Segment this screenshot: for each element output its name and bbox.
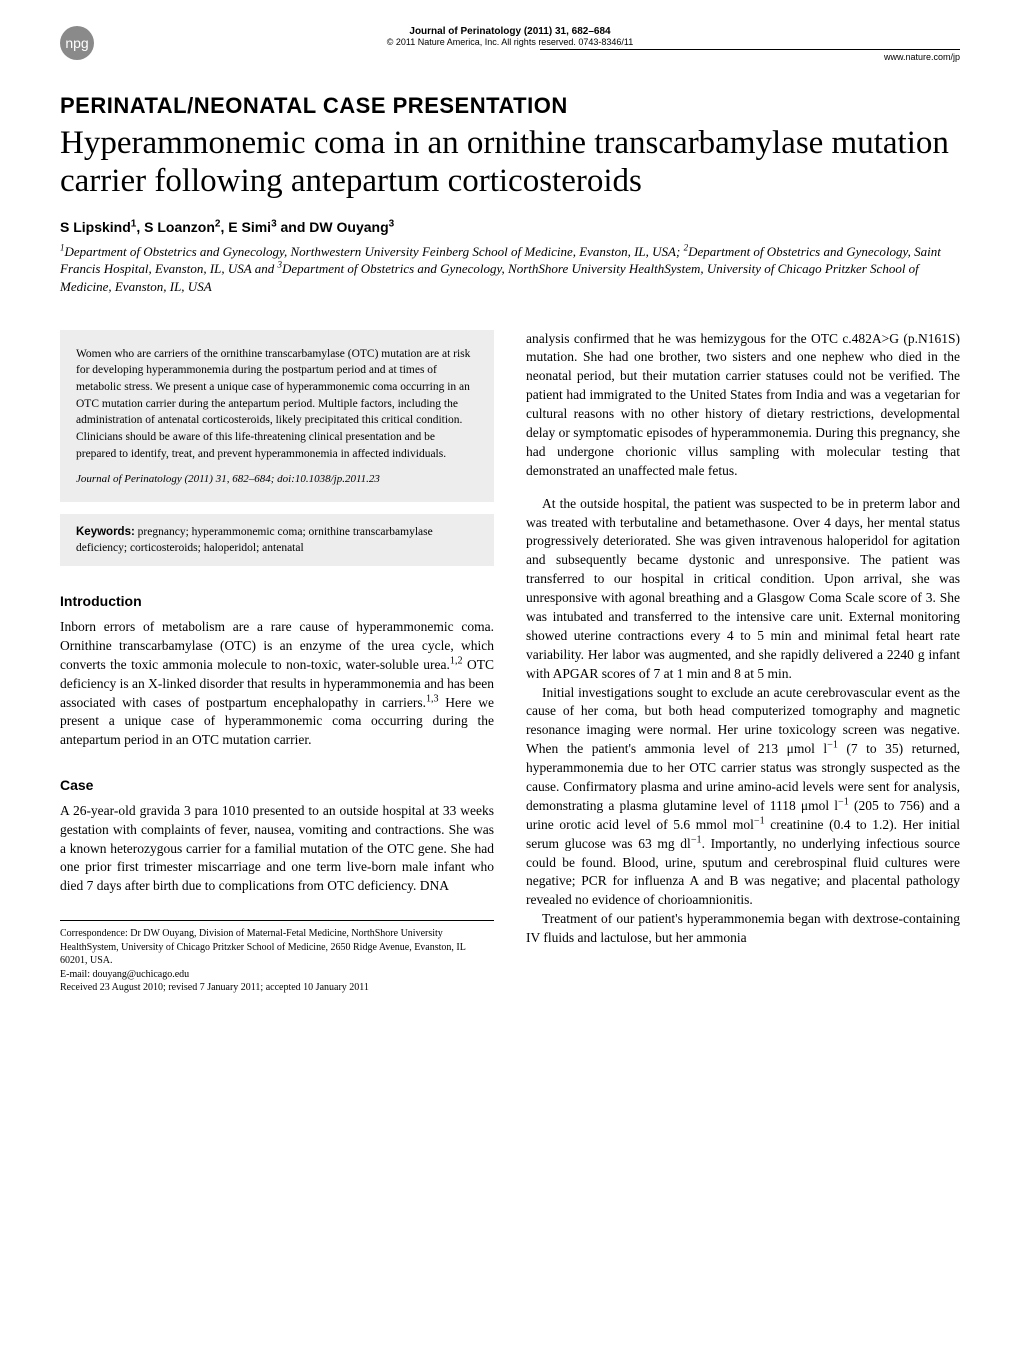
abstract-citation: Journal of Perinatology (2011) 31, 682–6…: [76, 472, 478, 488]
case-paragraph-4: Initial investigations sought to exclude…: [526, 684, 960, 911]
right-column: analysis confirmed that he was hemizygou…: [526, 330, 960, 995]
journal-header: Journal of Perinatology (2011) 31, 682–6…: [60, 26, 960, 65]
affiliations: 1Department of Obstetrics and Gynecology…: [60, 243, 960, 296]
case-paragraph-2: analysis confirmed that he was hemizygou…: [526, 330, 960, 481]
article-title: Hyperammonemic coma in an ornithine tran…: [60, 125, 960, 201]
correspondence-block: Correspondence: Dr DW Ouyang, Division o…: [60, 920, 494, 995]
journal-reference: Journal of Perinatology (2011) 31, 682–6…: [60, 26, 960, 37]
abstract-box: Women who are carriers of the ornithine …: [60, 330, 494, 503]
introduction-paragraph: Inborn errors of metabolism are a rare c…: [60, 618, 494, 750]
abstract-text: Women who are carriers of the ornithine …: [76, 346, 478, 463]
introduction-heading: Introduction: [60, 592, 494, 612]
case-heading: Case: [60, 776, 494, 796]
keywords-box: Keywords: pregnancy; hyperammonemic coma…: [60, 514, 494, 566]
case-paragraph-1: A 26-year-old gravida 3 para 1010 presen…: [60, 802, 494, 896]
npg-logo: npg: [60, 26, 94, 60]
copyright-line: © 2011 Nature America, Inc. All rights r…: [60, 37, 960, 47]
correspondence-dates: Received 23 August 2010; revised 7 Janua…: [60, 981, 494, 995]
article-type-label: PERINATAL/NEONATAL CASE PRESENTATION: [60, 93, 960, 119]
author-list: S Lipskind1, S Loanzon2, E Simi3 and DW …: [60, 219, 960, 235]
journal-url: www.nature.com/jp: [540, 49, 960, 62]
two-column-layout: Women who are carriers of the ornithine …: [60, 330, 960, 995]
case-paragraph-5: Treatment of our patient's hyperammonemi…: [526, 910, 960, 948]
correspondence-email: E-mail: douyang@uchicago.edu: [60, 968, 494, 982]
case-paragraph-3: At the outside hospital, the patient was…: [526, 495, 960, 684]
correspondence-address: Correspondence: Dr DW Ouyang, Division o…: [60, 927, 494, 968]
left-column: Women who are carriers of the ornithine …: [60, 330, 494, 995]
keywords-label: Keywords:: [76, 526, 135, 538]
